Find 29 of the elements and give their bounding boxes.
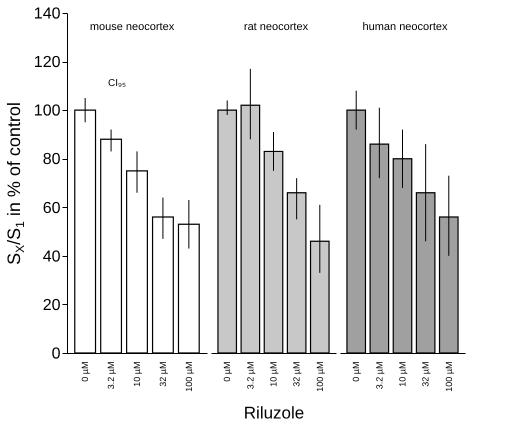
y-axis-title: SX/S1 in % of control	[4, 102, 27, 265]
x-tick-label: 0 µM	[222, 362, 232, 382]
x-tick-label: 32 µM	[420, 362, 431, 387]
x-axis-title: Riluzole	[244, 404, 304, 423]
x-tick-label: 100 µM	[444, 362, 454, 392]
y-tick-label: 0	[52, 346, 61, 362]
x-tick-label: 32 µM	[292, 362, 302, 387]
y-tick-label: 40	[42, 248, 61, 266]
text: human neocortex	[362, 21, 448, 33]
x-tick-label: 100 µM	[314, 362, 325, 392]
text: rat neocortex	[244, 21, 309, 33]
x-tick-label: 32 µM	[158, 362, 168, 387]
x-tick-label: 10 µM	[268, 362, 278, 387]
x-tick-label: 10 µM	[132, 362, 142, 387]
y-tick-label: 60	[42, 200, 61, 217]
x-tick-label: 3.2 µM	[374, 362, 384, 390]
y-tick-label: 20	[42, 296, 61, 314]
x-tick-label: 100 µM	[184, 362, 194, 392]
y-tick-label: 140	[34, 6, 61, 22]
x-tick-label: 3.2 µM	[245, 362, 256, 390]
y-tick-label: 120	[34, 54, 61, 72]
y-tick-label: 100	[34, 102, 61, 120]
text: mouse neocortex	[90, 21, 175, 33]
x-tick-label: 0 µM	[351, 362, 362, 382]
x-tick-label: 10 µM	[398, 362, 408, 387]
y-tick-label: 80	[42, 151, 61, 168]
annotation: CI₉₅	[108, 78, 126, 89]
x-tick-label: 0 µM	[80, 362, 90, 382]
x-tick-label: 3.2 µM	[106, 362, 116, 390]
